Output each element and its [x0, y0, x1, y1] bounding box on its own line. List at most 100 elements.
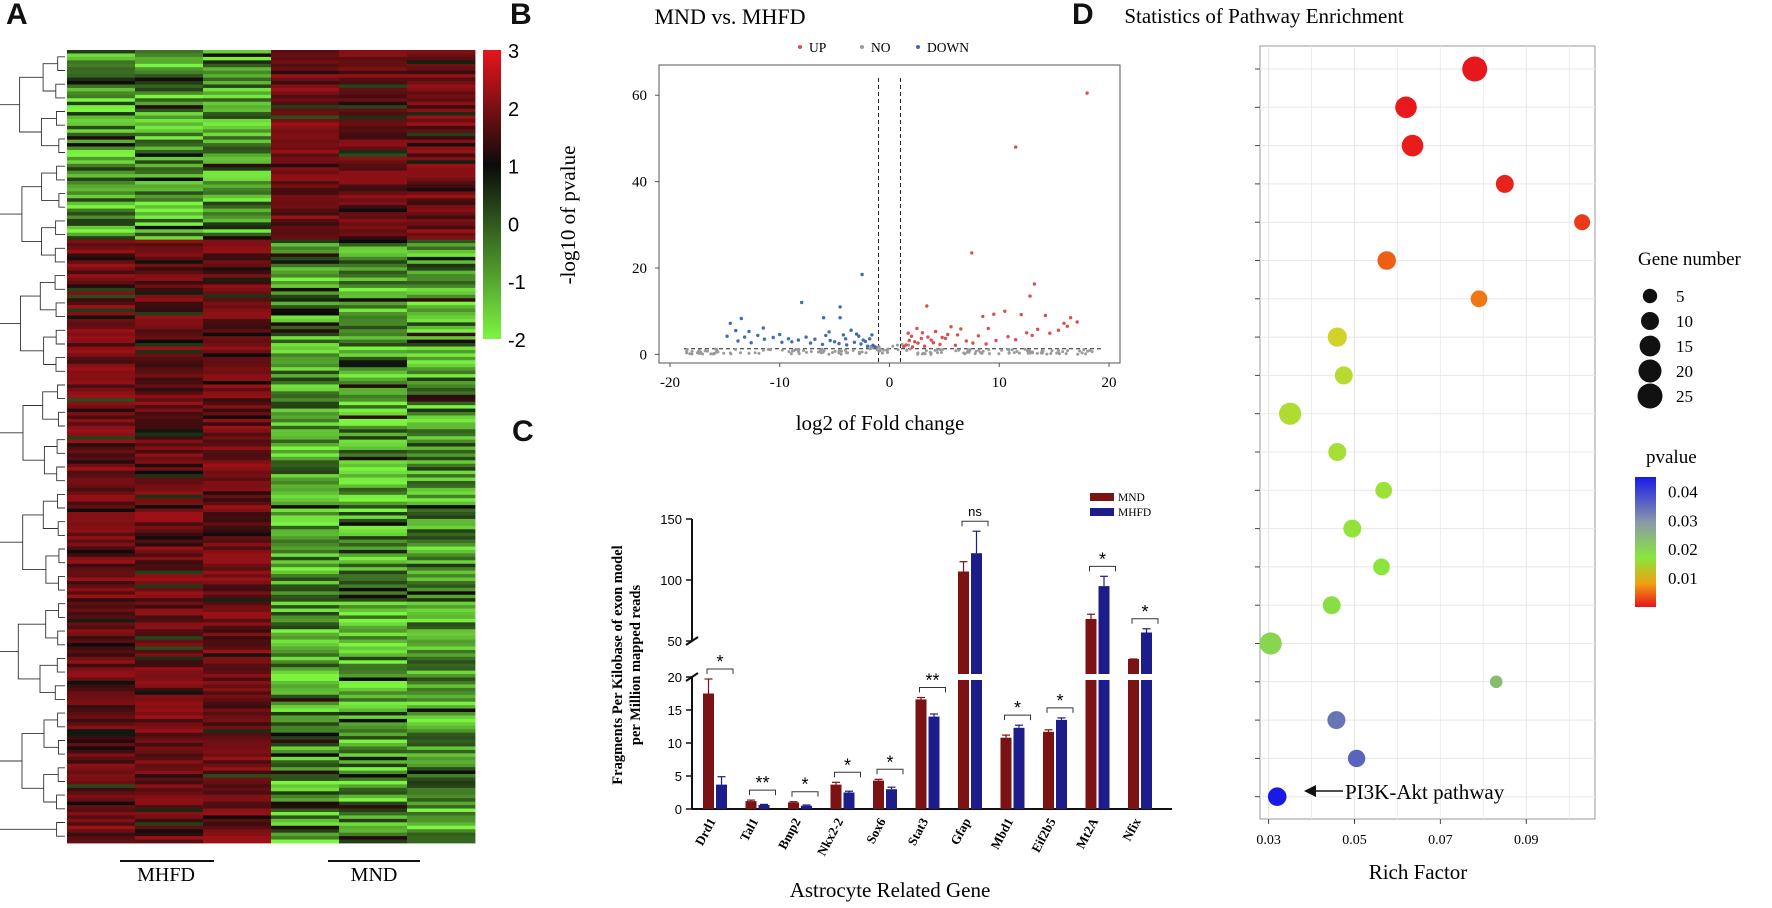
heatmap-cell — [407, 711, 476, 716]
heatmap-cell — [203, 177, 272, 182]
heatmap-cell — [203, 249, 272, 254]
heatmap-cell — [67, 118, 136, 123]
heatmap-cell — [203, 105, 272, 110]
heatmap-cell — [271, 156, 340, 161]
heatmap-cell — [67, 618, 136, 623]
heatmap-cell — [407, 463, 476, 468]
heatmap-cell — [339, 711, 408, 716]
heatmap-cell — [203, 460, 272, 465]
heatmap-cell — [203, 839, 272, 844]
heatmap-cell — [271, 563, 340, 568]
heatmap-cell — [203, 487, 272, 492]
significance-label: ns — [968, 504, 982, 519]
heatmap-cell — [339, 629, 408, 634]
dendrogram-branch — [22, 405, 45, 461]
x-tick-label: 0.07 — [1428, 833, 1453, 848]
heatmap-cell — [135, 256, 204, 261]
dendrogram-branch — [22, 514, 46, 571]
bar-break-gap — [1084, 674, 1098, 680]
volcano-point-up — [907, 338, 911, 343]
volcano-point-no — [757, 351, 761, 355]
heatmap-cell — [135, 780, 204, 785]
heatmap-cell — [407, 236, 476, 241]
heatmap-cell — [407, 84, 476, 89]
heatmap-cell — [67, 415, 136, 420]
y-tick-label: 20 — [632, 261, 647, 277]
heatmap-cell — [135, 177, 204, 182]
heatmap-cell — [135, 422, 204, 427]
heatmap-cell — [67, 94, 136, 99]
heatmap-cell — [67, 274, 136, 278]
volcano-points — [685, 91, 1094, 356]
heatmap-cell — [339, 205, 408, 209]
heatmap-cell — [203, 632, 272, 637]
significance-bracket — [1131, 618, 1159, 624]
heatmap-cell — [339, 274, 408, 278]
heatmap-cell — [67, 163, 136, 168]
heatmap-cell — [339, 767, 408, 771]
heatmap-cell — [203, 287, 272, 292]
heatmap-cell — [203, 598, 272, 603]
heatmap-cell — [271, 518, 340, 523]
heatmap-cell — [67, 594, 136, 599]
heatmap-cell — [407, 446, 476, 451]
heatmap-cell — [271, 694, 340, 699]
heatmap-cell — [407, 639, 476, 644]
heatmap-cell — [271, 277, 340, 282]
heatmap-cell — [271, 512, 340, 516]
heatmap-cell — [135, 301, 204, 306]
heatmap-cell — [407, 401, 476, 406]
heatmap-cell — [339, 615, 408, 620]
heatmap-cell — [67, 81, 136, 85]
bar-mhfd — [886, 789, 897, 809]
heatmap-cell — [271, 256, 340, 261]
heatmap-cell — [339, 491, 408, 496]
heatmap-cell — [407, 594, 476, 599]
heatmap-cell — [339, 818, 408, 823]
heatmap-cell — [339, 260, 408, 265]
volcano-point-down — [808, 341, 813, 345]
heatmap-cell — [203, 405, 272, 409]
volcano-point-no — [954, 349, 958, 353]
heatmap-cell — [135, 70, 204, 75]
heatmap-cell — [67, 770, 136, 775]
heatmap-cell — [203, 563, 272, 568]
heatmap-cell — [67, 270, 136, 275]
heatmap-cell — [67, 377, 136, 382]
legend-swatch-up — [798, 45, 802, 49]
category-label: Bmp2 — [775, 815, 804, 851]
heatmap-cell — [67, 277, 136, 282]
volcano-point-up — [984, 342, 988, 346]
volcano-legend: UP NO DOWN — [798, 40, 969, 55]
heatmap-cell — [203, 653, 272, 658]
heatmap-cell — [271, 218, 340, 223]
heatmap-cell — [339, 653, 408, 658]
heatmap-cell — [339, 632, 408, 637]
heatmap-cell — [135, 784, 204, 789]
heatmap-cell — [271, 801, 340, 806]
heatmap-cell — [203, 149, 272, 154]
heatmap-cell — [135, 243, 204, 247]
heatmap-cell — [339, 836, 408, 840]
heatmap-cell — [67, 74, 136, 78]
heatmap-cell — [271, 836, 340, 840]
dendrogram-branch — [19, 76, 44, 133]
volcano-point-down — [820, 342, 825, 347]
enrichment-grid: 0.03 0.05 0.07 0.09 — [1255, 46, 1595, 848]
heatmap-cell — [339, 574, 408, 578]
heatmap-cell — [407, 246, 476, 251]
heatmap-cell — [271, 725, 340, 730]
legend-swatch-no — [860, 45, 864, 49]
heatmap-cell — [67, 129, 136, 134]
significance-label: * — [1141, 602, 1148, 622]
heatmap-cell — [135, 646, 204, 651]
heatmap-cell — [271, 394, 340, 399]
heatmap-cell — [67, 256, 136, 261]
heatmap-cell — [339, 787, 408, 792]
heatmap-cell — [135, 656, 204, 661]
heatmap-cell — [271, 491, 340, 496]
heatmap-cell — [407, 808, 476, 813]
heatmap-cell — [135, 622, 204, 627]
heatmap-cell — [67, 532, 136, 537]
volcano-point-no — [1031, 351, 1034, 355]
